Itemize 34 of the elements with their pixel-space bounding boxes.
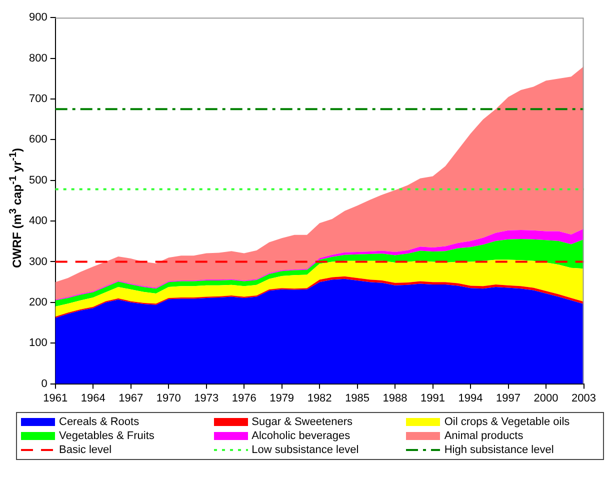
y-tick-label: 600	[28, 134, 48, 146]
y-tick-label: 100	[28, 337, 48, 350]
y-tick-label: 400	[28, 215, 48, 228]
x-tick-label: 1964	[80, 392, 106, 404]
x-tick-label: 2000	[534, 392, 558, 404]
x-tick-label: 1967	[118, 392, 144, 404]
y-tick-label: 200	[28, 296, 48, 308]
legend-label: Oil crops & Vegetable oils	[444, 416, 570, 428]
y-tick-label: 0	[41, 378, 48, 390]
y-tick-label: 900	[28, 12, 48, 24]
x-tick-label: 1991	[420, 392, 446, 404]
legend-label: High subsistance level	[444, 444, 554, 456]
legend-label: Basic level	[59, 444, 112, 456]
legend-label: Vegetables & Fruits	[59, 430, 154, 442]
x-tick-label: 1994	[458, 392, 483, 404]
x-tick-label: 1982	[307, 392, 332, 404]
legend-label: Low subsistance level	[252, 444, 359, 456]
legend-label: Alcoholic beverages	[252, 430, 350, 442]
y-tick-label: 700	[28, 93, 48, 106]
x-tick-label: 1961	[43, 392, 68, 404]
x-tick-label: 1985	[345, 392, 370, 404]
y-tick-label: 300	[28, 256, 48, 268]
legend-label: Sugar & Sweeteners	[252, 416, 353, 428]
x-tick-label: 1970	[156, 392, 181, 404]
legend-label: Animal products	[444, 430, 524, 442]
legend-label: Cereals & Roots	[59, 416, 140, 428]
y-tick-label: 800	[28, 52, 48, 64]
x-tick-label: 1979	[270, 392, 294, 404]
y-tick-label: 500	[28, 174, 48, 186]
x-tick-label: 1988	[382, 392, 408, 404]
x-tick-label: 1976	[232, 392, 256, 404]
x-tick-label: 2003	[572, 392, 596, 404]
x-tick-label: 1973	[194, 392, 219, 404]
x-tick-label: 1997	[496, 392, 521, 404]
